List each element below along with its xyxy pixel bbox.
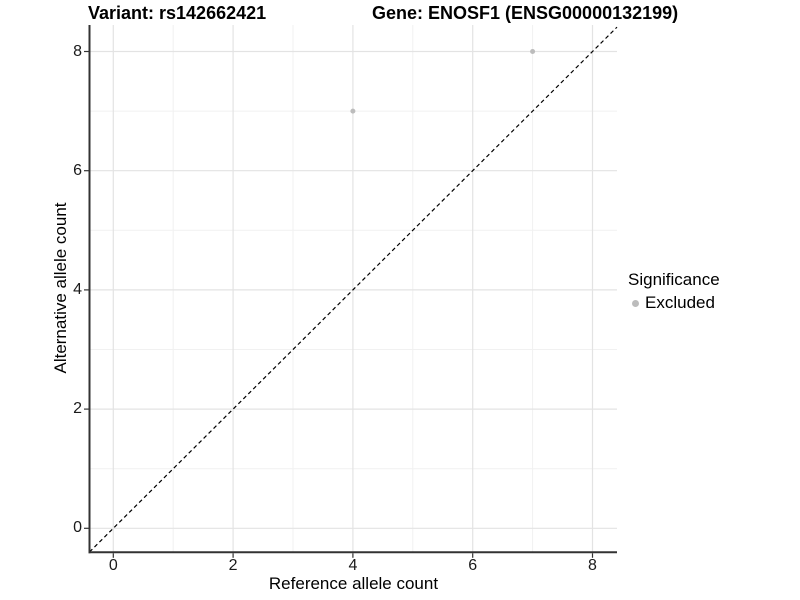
legend-point-icon: [632, 299, 639, 307]
data-point: [350, 108, 356, 114]
x-tick-label: 6: [468, 557, 478, 574]
legend-item-label: Excluded: [645, 293, 715, 312]
x-tick-label: 4: [348, 557, 358, 574]
x-tick-label: 8: [588, 557, 597, 574]
legend-title: Significance: [628, 270, 720, 289]
x-tick-label: 0: [108, 557, 118, 574]
y-tick-label: 0: [73, 519, 82, 537]
y-tick-label: 2: [73, 400, 82, 418]
y-tick-label: 4: [73, 280, 82, 298]
legend-item: Excluded: [628, 293, 720, 313]
identity-dashed-line: [89, 26, 618, 553]
legend-items: Excluded: [628, 293, 720, 313]
x-tick-label: 2: [228, 557, 238, 574]
data-point: [530, 49, 536, 54]
y-tick-label: 8: [73, 42, 82, 60]
legend: Significance Excluded: [628, 270, 720, 313]
gene-title: Gene: ENOSF1 (ENSG00000132199): [372, 3, 679, 23]
y-tick-label: 6: [73, 161, 82, 179]
x-axis-title: Reference allele count: [268, 574, 439, 593]
variant-title: Variant: rs142662421: [88, 3, 267, 23]
